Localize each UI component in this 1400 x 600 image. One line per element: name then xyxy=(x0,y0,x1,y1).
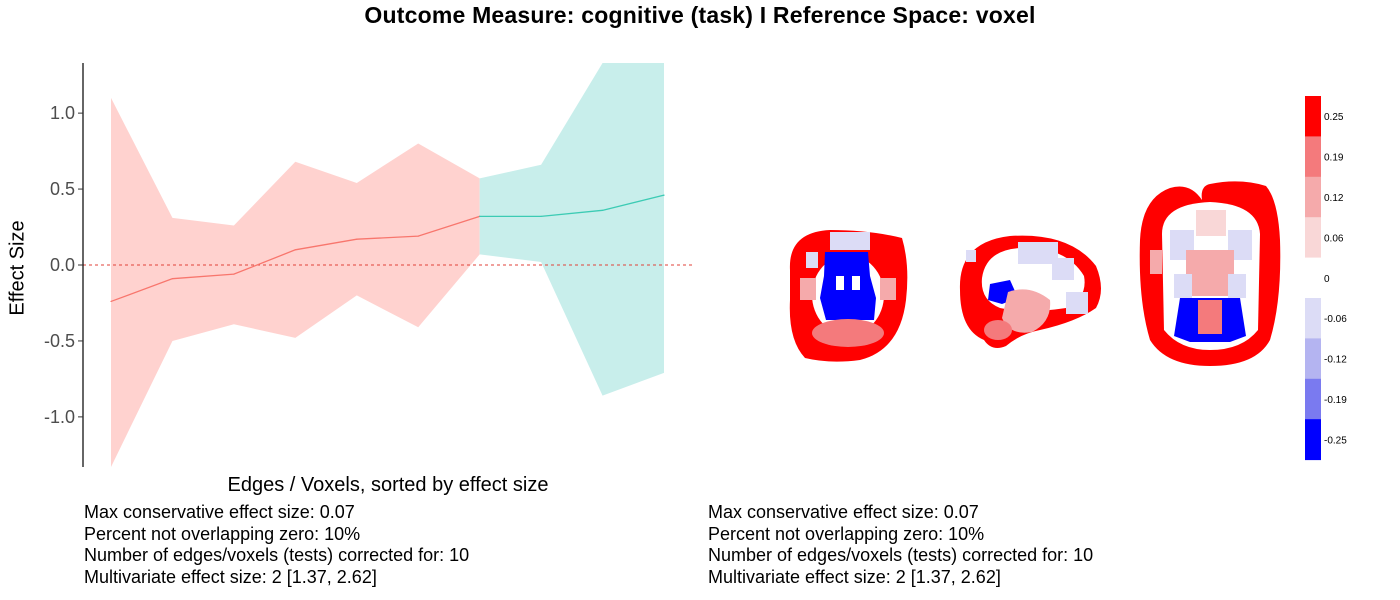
colorbar-label: 0.06 xyxy=(1324,233,1344,244)
stat-max-conservative: Max conservative effect size: 0.07 xyxy=(84,502,355,522)
data-point xyxy=(356,238,358,240)
colorbar-label: -0.06 xyxy=(1324,314,1347,325)
ci-ribbon-1 xyxy=(111,97,480,468)
y-tick-label: 1.0 xyxy=(50,103,75,123)
series-line-2 xyxy=(479,194,665,218)
colorbar-label: -0.25 xyxy=(1324,435,1347,446)
data-point xyxy=(479,215,481,217)
colorbar-label: -0.19 xyxy=(1324,395,1347,406)
effect-size-plot: 1.0 0.5 0.0 -0.5 -1.0 xyxy=(44,63,693,468)
colorbar-legend: 0.25 0.19 0.12 0.06 0 -0.06 -0.12 -0.19 -0.25 xyxy=(1305,96,1347,461)
colorbar-label: 0.25 xyxy=(1324,112,1344,123)
stat-max-conservative: Max conservative effect size: 0.07 xyxy=(708,502,979,522)
data-point xyxy=(663,194,665,196)
colorbar-swatch xyxy=(1305,298,1321,339)
colorbar-label: 0.12 xyxy=(1324,193,1344,204)
brain-slice-sagittal xyxy=(959,235,1101,348)
y-tick-label: 0.0 xyxy=(50,255,75,275)
stat-percent-not-overlapping: Percent not overlapping zero: 10% xyxy=(708,523,985,544)
stat-tests-corrected: Number of edges/voxels (tests) corrected… xyxy=(708,545,1094,565)
colorbar-swatch xyxy=(1305,96,1321,137)
colorbar-swatch xyxy=(1305,217,1321,259)
stats-right: Max conservative effect size: 0.07 Perce… xyxy=(708,502,1093,588)
stat-tests-corrected: Number of edges/voxels (tests) corrected… xyxy=(84,545,470,565)
data-point xyxy=(171,278,174,280)
colorbar-label: 0 xyxy=(1324,274,1330,285)
ci-ribbon-2 xyxy=(479,63,664,396)
data-point xyxy=(601,209,604,211)
colorbar-swatch xyxy=(1305,378,1321,420)
stat-percent-not-overlapping: Percent not overlapping zero: 10% xyxy=(84,523,361,544)
colorbar-swatch xyxy=(1305,176,1321,218)
y-tick-label: 0.5 xyxy=(50,179,75,199)
brain-slices xyxy=(789,181,1281,366)
stat-multivariate: Multivariate effect size: 2 [1.37, 2.62] xyxy=(84,566,377,587)
colorbar-swatch xyxy=(1305,257,1321,299)
data-point xyxy=(294,249,296,251)
x-axis-label: Edges / Voxels, sorted by effect size xyxy=(227,474,549,496)
data-point xyxy=(233,273,235,275)
colorbar-label: 0.19 xyxy=(1324,153,1344,164)
colorbar-swatch xyxy=(1305,338,1321,380)
data-point xyxy=(110,300,112,303)
colorbar-swatch xyxy=(1305,419,1321,461)
brain-slice-axial xyxy=(1139,181,1281,366)
brain-slice-coronal xyxy=(789,230,908,362)
y-tick-label: -1.0 xyxy=(44,407,75,427)
y-tick-label: -0.5 xyxy=(44,331,75,351)
chart-title: Outcome Measure: cognitive (task) I Refe… xyxy=(364,2,1036,28)
y-axis-label: Effect Size xyxy=(6,220,29,316)
stat-multivariate: Multivariate effect size: 2 [1.37, 2.62] xyxy=(708,566,1001,587)
data-point xyxy=(540,215,542,217)
colorbar-label: -0.12 xyxy=(1324,355,1347,366)
stats-left: Max conservative effect size: 0.07 Perce… xyxy=(84,502,469,588)
colorbar-swatch xyxy=(1305,136,1321,178)
data-point xyxy=(417,235,419,237)
